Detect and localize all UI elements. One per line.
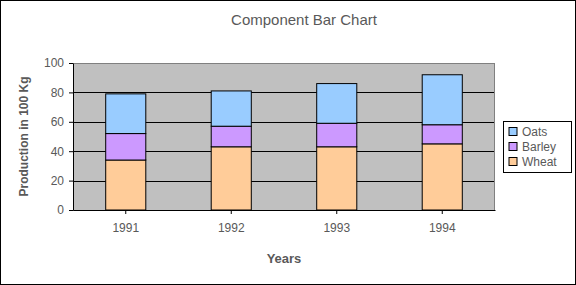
y-tick-mark <box>69 63 73 64</box>
x-tick: 1992 <box>218 210 245 235</box>
plot-area <box>73 63 495 210</box>
legend-swatch <box>509 143 517 151</box>
plot-frame <box>74 64 495 211</box>
legend-label: Oats <box>522 125 547 139</box>
grid-line <box>73 210 495 211</box>
bar <box>106 134 146 160</box>
x-tick-mark <box>336 210 337 214</box>
y-tick: 0 <box>57 203 73 217</box>
y-tick: 80 <box>51 86 73 100</box>
x-tick-mark <box>442 210 443 214</box>
bar <box>317 147 357 210</box>
y-tick: 100 <box>44 56 73 70</box>
x-tick-label: 1993 <box>323 221 350 235</box>
bar <box>211 91 251 126</box>
y-tick: 60 <box>51 115 73 129</box>
chart: 0 20 40 60 80 100 1991 1992 1993 1994 Component Ba… <box>0 0 576 285</box>
x-tick: 1991 <box>112 210 139 235</box>
legend-label: Wheat <box>522 155 557 169</box>
x-tick-label: 1994 <box>429 221 456 235</box>
y-tick-label: 40 <box>51 145 65 159</box>
y-tick-mark <box>69 122 73 123</box>
y-axis-line <box>73 64 74 211</box>
y-tick-label: 0 <box>57 203 64 217</box>
title: Component Bar Chart <box>231 11 378 28</box>
chart-border <box>1 1 576 285</box>
y-tick-label: 60 <box>51 115 65 129</box>
series-bars <box>106 144 463 210</box>
grid <box>73 64 495 211</box>
x-tick: 1994 <box>429 210 456 235</box>
series-bars <box>106 123 463 160</box>
x-tick-mark <box>231 210 232 214</box>
legend-label: Barley <box>522 140 556 154</box>
bar <box>422 75 462 125</box>
x-axis-line <box>74 210 496 211</box>
y-tick-mark <box>69 181 73 182</box>
y-tick-label: 80 <box>51 86 65 100</box>
x-axis-title: Years <box>267 251 302 266</box>
bar <box>211 126 251 147</box>
x-tick-label: 1992 <box>218 221 245 235</box>
bar <box>106 94 146 134</box>
x-axis: 1991 1992 1993 1994 <box>74 210 496 235</box>
x-tick-mark <box>125 210 126 214</box>
y-tick-mark <box>69 92 73 93</box>
x-tick-label: 1991 <box>112 221 139 235</box>
y-tick-label: 100 <box>44 56 64 70</box>
bar <box>211 147 251 210</box>
bars <box>106 75 463 210</box>
bar <box>317 123 357 147</box>
legend: OatsBarleyWheat <box>504 122 572 173</box>
bar <box>317 84 357 124</box>
legend-box <box>504 122 572 173</box>
bar <box>422 125 462 144</box>
bar <box>422 144 462 210</box>
series-bars <box>106 75 463 134</box>
y-axis: 0 20 40 60 80 100 <box>44 56 74 217</box>
y-tick-mark <box>69 210 73 211</box>
y-tick-label: 20 <box>51 174 65 188</box>
legend-swatch <box>509 158 517 166</box>
y-tick-mark <box>69 151 73 152</box>
x-tick: 1993 <box>323 210 350 235</box>
legend-swatch <box>509 128 517 136</box>
y-tick: 20 <box>51 174 73 188</box>
bar <box>106 160 146 210</box>
y-axis-title: Production in 100 Kg <box>17 76 31 196</box>
y-tick: 40 <box>51 145 73 159</box>
